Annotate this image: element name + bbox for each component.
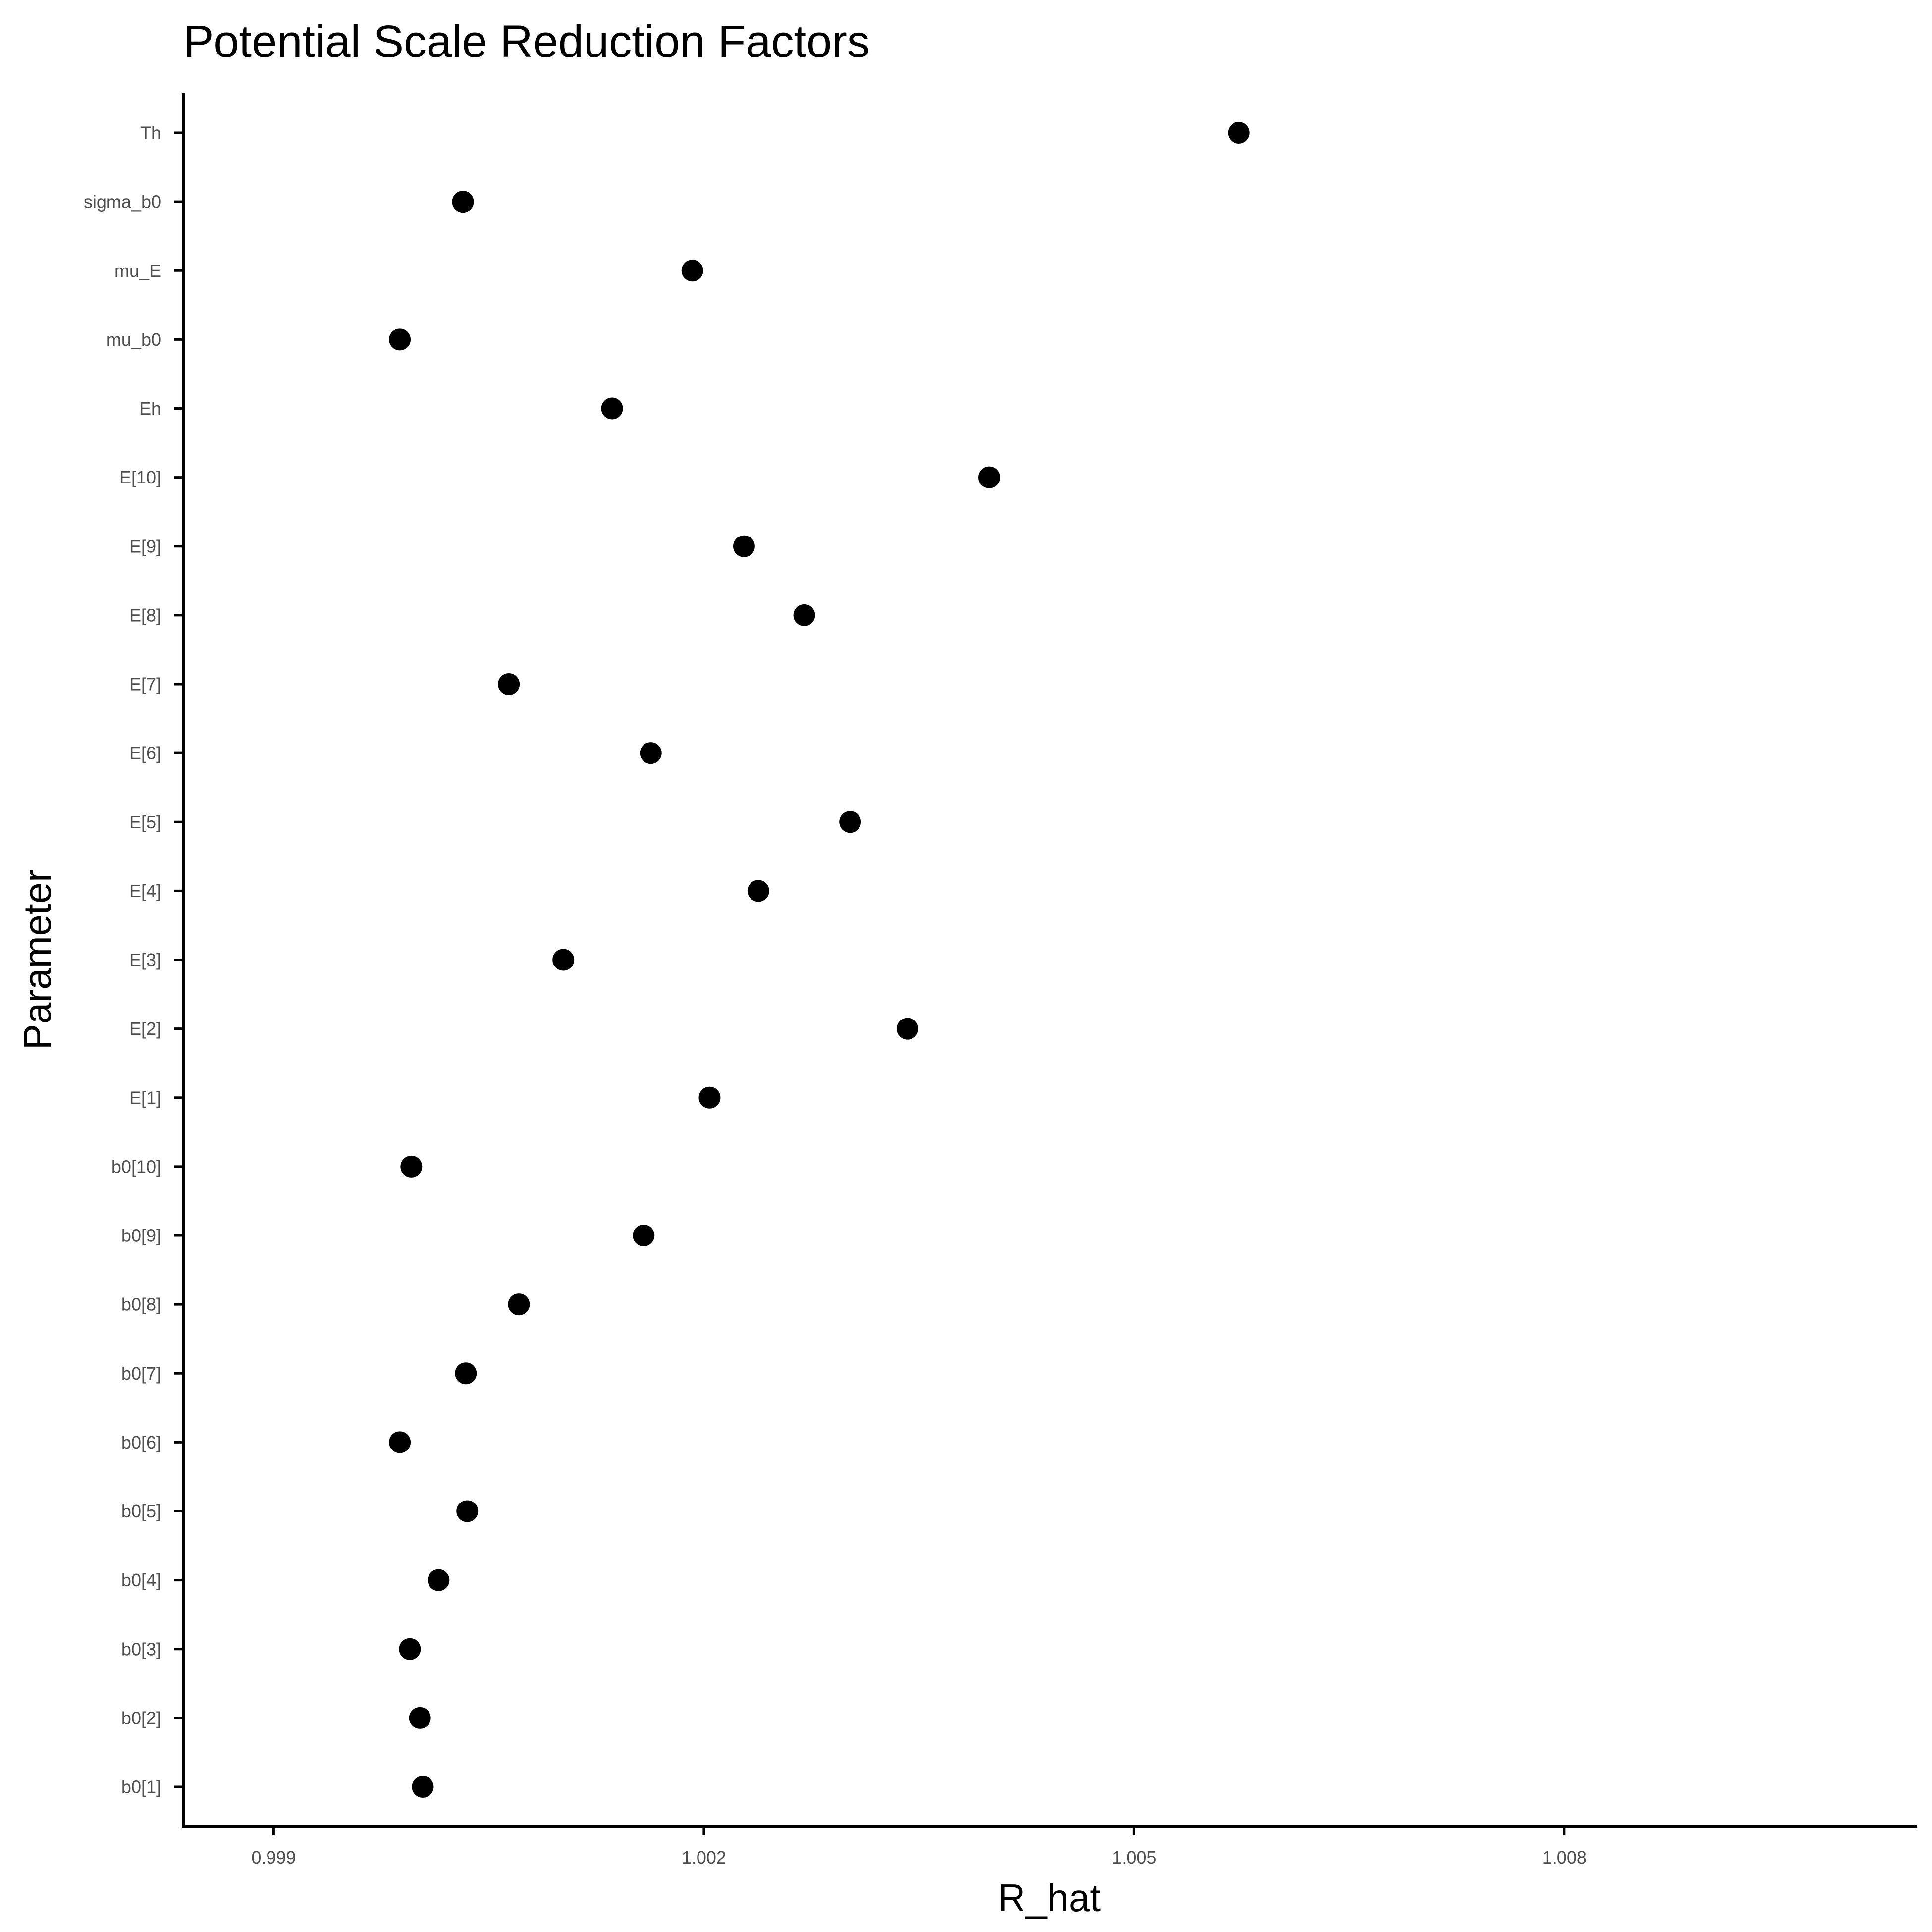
y-tick-label: Eh <box>139 398 161 419</box>
y-tick-label: b0[4] <box>121 1570 161 1590</box>
data-point <box>552 949 575 971</box>
y-tick-label: E[7] <box>129 674 161 695</box>
data-point <box>839 811 861 833</box>
y-tick-label: Th <box>140 123 161 143</box>
data-point <box>508 1293 530 1316</box>
y-tick-label: E[9] <box>129 536 161 556</box>
y-tick-label: b0[1] <box>121 1777 161 1797</box>
y-tick-label: b0[6] <box>121 1432 161 1452</box>
data-point <box>428 1569 450 1591</box>
chart-title: Potential Scale Reduction Factors <box>183 16 870 67</box>
data-point <box>455 1362 477 1385</box>
data-point <box>389 328 411 351</box>
data-point <box>601 397 623 420</box>
x-axis-label: R_hat <box>998 1876 1101 1920</box>
y-tick-label: b0[8] <box>121 1294 161 1315</box>
data-point <box>681 260 703 282</box>
y-tick-label: E[8] <box>129 605 161 625</box>
data-point <box>399 1638 421 1660</box>
data-point <box>698 1086 721 1109</box>
y-tick-label: b0[9] <box>121 1226 161 1246</box>
x-tick-label: 1.002 <box>682 1847 726 1868</box>
y-tick-label: b0[5] <box>121 1501 161 1521</box>
data-point <box>498 673 520 695</box>
x-tick-label: 1.005 <box>1112 1847 1156 1868</box>
y-axis-label: Parameter <box>15 869 59 1050</box>
x-axis: 0.999 1.002 1.005 1.008 <box>251 1826 1587 1868</box>
y-tick-label: E[4] <box>129 881 161 901</box>
x-tick-label: 0.999 <box>251 1847 296 1868</box>
x-tick-label: 1.008 <box>1542 1847 1587 1868</box>
data-point <box>389 1431 411 1453</box>
data-points <box>389 122 1250 1798</box>
data-point <box>400 1155 423 1178</box>
y-tick-label: E[5] <box>129 812 161 832</box>
data-point <box>409 1707 431 1729</box>
y-tick-label: E[2] <box>129 1019 161 1039</box>
y-tick-label: mu_E <box>114 261 161 281</box>
y-tick-label: mu_b0 <box>107 329 161 350</box>
data-point <box>747 880 769 902</box>
y-tick-label: E[6] <box>129 743 161 763</box>
data-point <box>452 191 474 213</box>
y-tick-label: b0[2] <box>121 1708 161 1728</box>
data-point <box>733 535 755 557</box>
data-point <box>633 1225 655 1246</box>
y-tick-label: b0[3] <box>121 1639 161 1659</box>
data-point <box>412 1776 434 1798</box>
y-tick-label: E[10] <box>119 467 161 487</box>
y-tick-label: sigma_b0 <box>84 192 161 212</box>
data-point <box>978 466 1000 488</box>
y-tick-label: b0[7] <box>121 1363 161 1384</box>
y-tick-label: E[3] <box>129 950 161 970</box>
data-point <box>640 742 662 764</box>
data-point <box>793 604 815 626</box>
data-point <box>896 1018 918 1040</box>
y-tick-label: b0[10] <box>111 1156 161 1177</box>
y-tick-label: E[1] <box>129 1087 161 1108</box>
data-point <box>1228 122 1250 144</box>
data-point <box>456 1500 479 1522</box>
y-axis: b0[1] b0[2] b0[3] b0[4] b0[5] b0[6] b0[7] b0[8]… <box>84 123 183 1797</box>
